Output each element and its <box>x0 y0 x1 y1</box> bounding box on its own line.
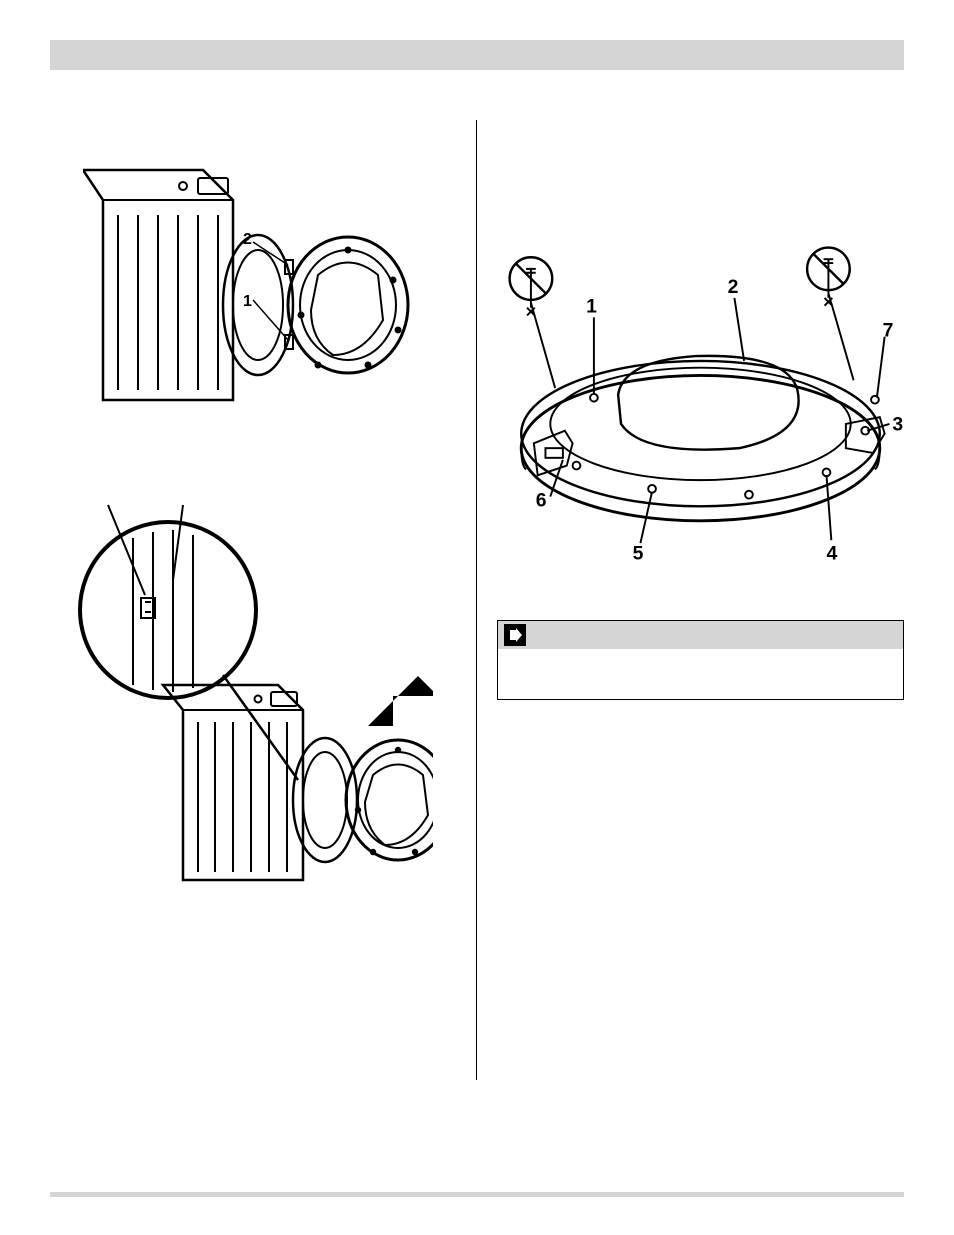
callout-2: 2 <box>728 276 739 298</box>
right-column: 1 2 7 3 4 5 6 <box>477 120 904 1080</box>
note-body <box>498 649 903 699</box>
callout-4: 4 <box>826 543 837 565</box>
callout-3: 3 <box>892 414 903 436</box>
left-column: 2 1 <box>50 120 476 1080</box>
arrow-icon <box>504 624 526 646</box>
note-header <box>498 621 903 649</box>
callout-1: 1 <box>586 295 597 317</box>
dryer-latch-lift-illustration <box>73 480 433 900</box>
footer-rule <box>50 1192 904 1197</box>
callout-2: 2 <box>243 231 252 248</box>
figure-door-disassembly: 1 2 7 3 4 5 6 <box>497 200 904 580</box>
header-bar <box>50 40 904 70</box>
content-columns: 2 1 <box>50 120 904 1080</box>
figure-dryer-door-lift <box>50 480 456 900</box>
note-box <box>497 620 904 700</box>
callout-6: 6 <box>536 489 547 511</box>
figure-dryer-hinge-screws: 2 1 <box>50 140 456 420</box>
dryer-hinge-illustration: 2 1 <box>83 140 423 420</box>
callout-7: 7 <box>883 320 894 342</box>
page: 2 1 <box>0 0 954 1235</box>
door-screws-illustration: 1 2 7 3 4 5 6 <box>497 200 904 580</box>
callout-5: 5 <box>633 543 644 565</box>
callout-1: 1 <box>243 293 252 310</box>
